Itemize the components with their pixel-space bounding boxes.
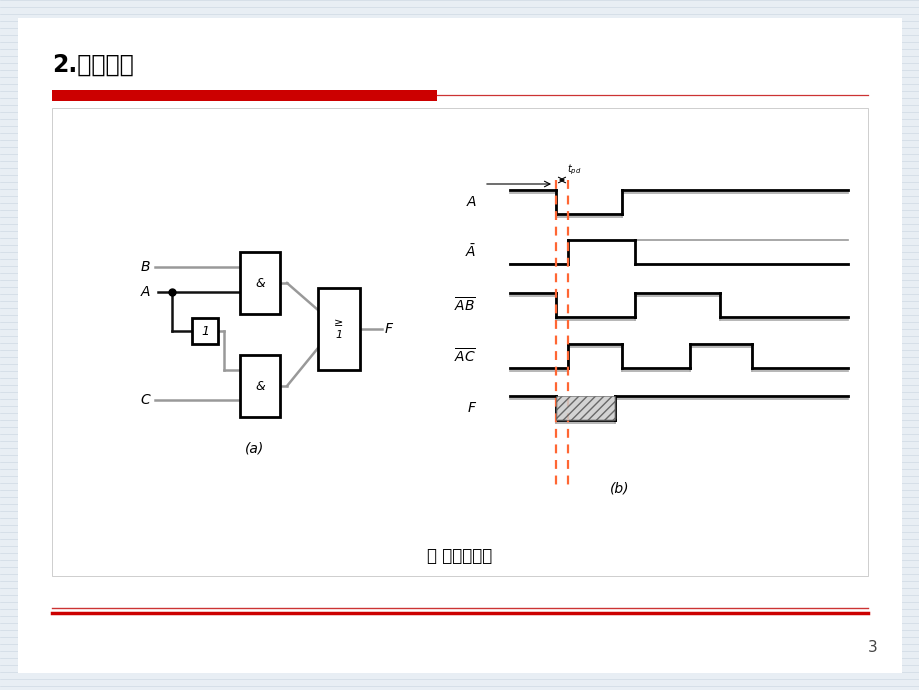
Text: F: F — [468, 401, 475, 415]
Text: $\overline{AB}$: $\overline{AB}$ — [454, 296, 475, 314]
Text: 1: 1 — [200, 324, 209, 337]
Bar — [318, 288, 359, 370]
Text: A: A — [141, 285, 150, 299]
Text: B: B — [141, 260, 150, 274]
Polygon shape — [555, 396, 614, 420]
Bar — [52, 108, 867, 576]
Text: 2.冒险现象: 2.冒险现象 — [52, 53, 133, 77]
Text: $\bar{A}$: $\bar{A}$ — [464, 244, 475, 260]
Bar — [192, 318, 218, 344]
Bar — [240, 252, 279, 314]
Text: &: & — [255, 277, 265, 290]
Text: (a): (a) — [245, 441, 265, 455]
Text: $\overline{AC}$: $\overline{AC}$ — [454, 347, 475, 365]
Text: 图 １０型冒险: 图 １０型冒险 — [427, 547, 492, 565]
Text: A: A — [466, 195, 475, 209]
Text: 3: 3 — [868, 640, 877, 656]
Text: &: & — [255, 380, 265, 393]
Text: F: F — [384, 322, 392, 336]
Bar — [52, 90, 437, 101]
Text: $t_{pd}$: $t_{pd}$ — [566, 163, 581, 177]
Text: C: C — [140, 393, 150, 407]
Bar — [240, 355, 279, 417]
Text: (b): (b) — [609, 481, 630, 495]
Text: ≥
1: ≥ 1 — [334, 318, 344, 339]
